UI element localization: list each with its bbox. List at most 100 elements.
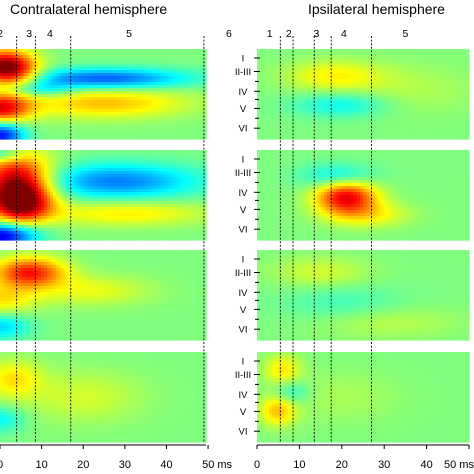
heatmap-cell <box>38 250 42 254</box>
heatmap-cell <box>185 88 189 92</box>
heatmap-cell <box>32 165 36 169</box>
heatmap-cell <box>17 301 22 305</box>
heatmap-cell <box>182 198 186 202</box>
heatmap-cell <box>50 183 54 187</box>
heatmap-cell <box>141 153 145 157</box>
heatmap-cell <box>52 334 57 338</box>
heatmap-cell <box>67 298 72 302</box>
heatmap-cell <box>88 61 92 65</box>
heatmap-cell <box>58 274 63 278</box>
heatmap-cell <box>191 168 195 172</box>
heatmap-cell <box>135 198 139 202</box>
heatmap-cell <box>2 222 7 226</box>
heatmap-cell <box>100 127 104 131</box>
heatmap-cell <box>76 265 81 269</box>
heatmap-cell <box>58 256 63 260</box>
heatmap-cell <box>41 250 45 254</box>
heatmap-cell <box>5 88 10 92</box>
heatmap-cell <box>35 198 39 202</box>
heatmap-cell <box>126 52 131 56</box>
heatmap-cell <box>108 153 113 157</box>
heatmap-cell <box>70 319 75 323</box>
heatmap-cell <box>50 204 54 208</box>
heatmap-cell <box>2 295 7 299</box>
heatmap-cell <box>188 174 192 178</box>
heatmap-cell <box>105 133 110 137</box>
heatmap-cell <box>32 79 36 83</box>
heatmap-cell <box>197 73 201 77</box>
heatmap-cell <box>23 162 28 166</box>
heatmap-cell <box>167 88 172 92</box>
heatmap-cell <box>123 88 128 92</box>
heatmap-cell <box>70 219 75 223</box>
heatmap-cell <box>23 64 28 68</box>
heatmap-cell <box>35 265 39 269</box>
heatmap-cell <box>155 67 160 71</box>
heatmap-cell <box>138 49 142 53</box>
heatmap-cell <box>176 150 181 154</box>
heatmap-cell <box>67 177 72 181</box>
heatmap-cell <box>61 216 66 220</box>
heatmap-cell <box>26 159 31 163</box>
contralateral-panel: 2345601020304050 ms <box>0 28 233 471</box>
heatmap-cell <box>67 322 72 326</box>
heatmap-cell <box>105 219 110 223</box>
heatmap-cell <box>120 216 125 220</box>
heatmap-cell <box>35 171 39 175</box>
heatmap-cell <box>50 159 54 163</box>
heatmap-cell <box>150 234 154 238</box>
heatmap-cell <box>41 307 45 311</box>
heatmap-cell <box>2 234 7 238</box>
heatmap-cell <box>44 192 48 196</box>
heatmap-cell <box>141 165 145 169</box>
heatmap-cell <box>173 124 178 128</box>
heatmap-cell <box>41 280 45 284</box>
heatmap-cell <box>144 150 148 154</box>
heatmap-cell <box>20 316 25 320</box>
heatmap-cell <box>58 310 63 314</box>
heatmap-cell <box>76 130 81 134</box>
heatmap-cell <box>32 310 36 314</box>
heatmap-cell <box>35 162 39 166</box>
heatmap-cell <box>173 58 178 62</box>
heatmap-cell <box>70 118 75 122</box>
heatmap-cell <box>114 133 119 137</box>
heatmap-cell <box>155 55 160 59</box>
heatmap-cell <box>67 85 72 89</box>
heatmap-cell <box>179 127 184 131</box>
heatmap-cell <box>123 234 128 238</box>
heatmap-cell <box>150 219 154 223</box>
heatmap-cell <box>41 150 45 154</box>
heatmap-cell <box>153 94 157 98</box>
heatmap-cell <box>41 136 45 140</box>
heatmap-cell <box>176 67 181 71</box>
heatmap-cell <box>26 168 31 172</box>
heatmap-cell <box>155 73 160 77</box>
heatmap-cell <box>11 150 16 154</box>
heatmap-cell <box>179 228 184 232</box>
heatmap-cell <box>23 207 28 211</box>
heatmap-cell <box>188 118 192 122</box>
heatmap-cell <box>108 133 113 137</box>
heatmap-cell <box>194 225 198 229</box>
heatmap-cell <box>114 49 119 53</box>
heatmap-cell <box>8 298 13 302</box>
heatmap-cell <box>35 73 39 77</box>
heatmap-cell <box>144 76 148 80</box>
heatmap-cell <box>47 165 51 169</box>
heatmap-cell <box>32 91 36 95</box>
heatmap-cell <box>182 118 186 122</box>
heatmap-cell <box>111 198 116 202</box>
heatmap-cell <box>67 67 72 71</box>
heatmap-cell <box>117 177 122 181</box>
heatmap-cell <box>38 106 42 110</box>
heatmap-cell <box>32 256 36 260</box>
heatmap-cell <box>55 295 60 299</box>
heatmap-cell <box>2 79 7 83</box>
heatmap-cell <box>170 91 175 95</box>
heatmap-cell <box>26 195 31 199</box>
heatmap-cell <box>2 307 7 311</box>
heatmap-cell <box>164 219 169 223</box>
heatmap-cell <box>41 322 45 326</box>
heatmap-cell <box>114 64 119 68</box>
